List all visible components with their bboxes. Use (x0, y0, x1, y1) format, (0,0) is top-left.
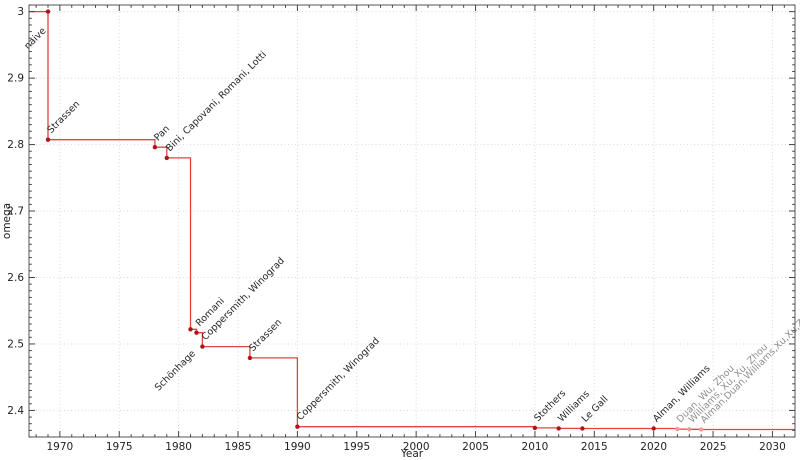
x-tick-label: 1980 (165, 441, 192, 453)
data-point (580, 426, 585, 431)
plot-frame (28, 4, 796, 438)
data-point (200, 344, 205, 349)
data-point (45, 137, 51, 142)
data-point (556, 426, 561, 431)
y-tick-label: 2.5 (7, 338, 24, 350)
data-point (194, 330, 199, 335)
data-point (247, 355, 253, 361)
y-tick-label: 3 (17, 6, 24, 18)
x-tick-label: 2030 (759, 441, 786, 453)
x-tick-label: 1985 (225, 441, 252, 453)
x-tick-label: 2010 (522, 441, 549, 453)
y-tick-label: 2.6 (7, 272, 24, 284)
x-tick-label: 1970 (47, 441, 74, 453)
x-tick-label: 2005 (462, 441, 489, 453)
data-point (532, 425, 538, 431)
x-tick-label: 2000 (403, 441, 430, 453)
y-tick-label: 2.4 (7, 405, 24, 417)
x-axis-title: Year (400, 448, 424, 460)
y-tick-label: 2.8 (7, 139, 24, 151)
x-tick-label: 2025 (700, 441, 727, 453)
x-tick-label: 1975 (106, 441, 133, 453)
x-tick-label: 2015 (581, 441, 608, 453)
data-point (295, 424, 300, 429)
x-tick-label: 1990 (284, 441, 311, 453)
data-point (651, 426, 656, 431)
y-tick-label: 2.9 (7, 73, 24, 85)
data-point (164, 155, 169, 161)
data-point (675, 426, 680, 432)
data-point (699, 427, 704, 432)
data-point (152, 145, 158, 150)
y-axis-title: omega (1, 203, 13, 239)
data-point (188, 327, 193, 332)
data-point (687, 427, 692, 432)
x-tick-label: 1995 (343, 441, 370, 453)
x-tick-label: 2020 (640, 441, 667, 453)
y-tick-label: 2.7 (7, 206, 24, 218)
data-point (45, 9, 51, 14)
